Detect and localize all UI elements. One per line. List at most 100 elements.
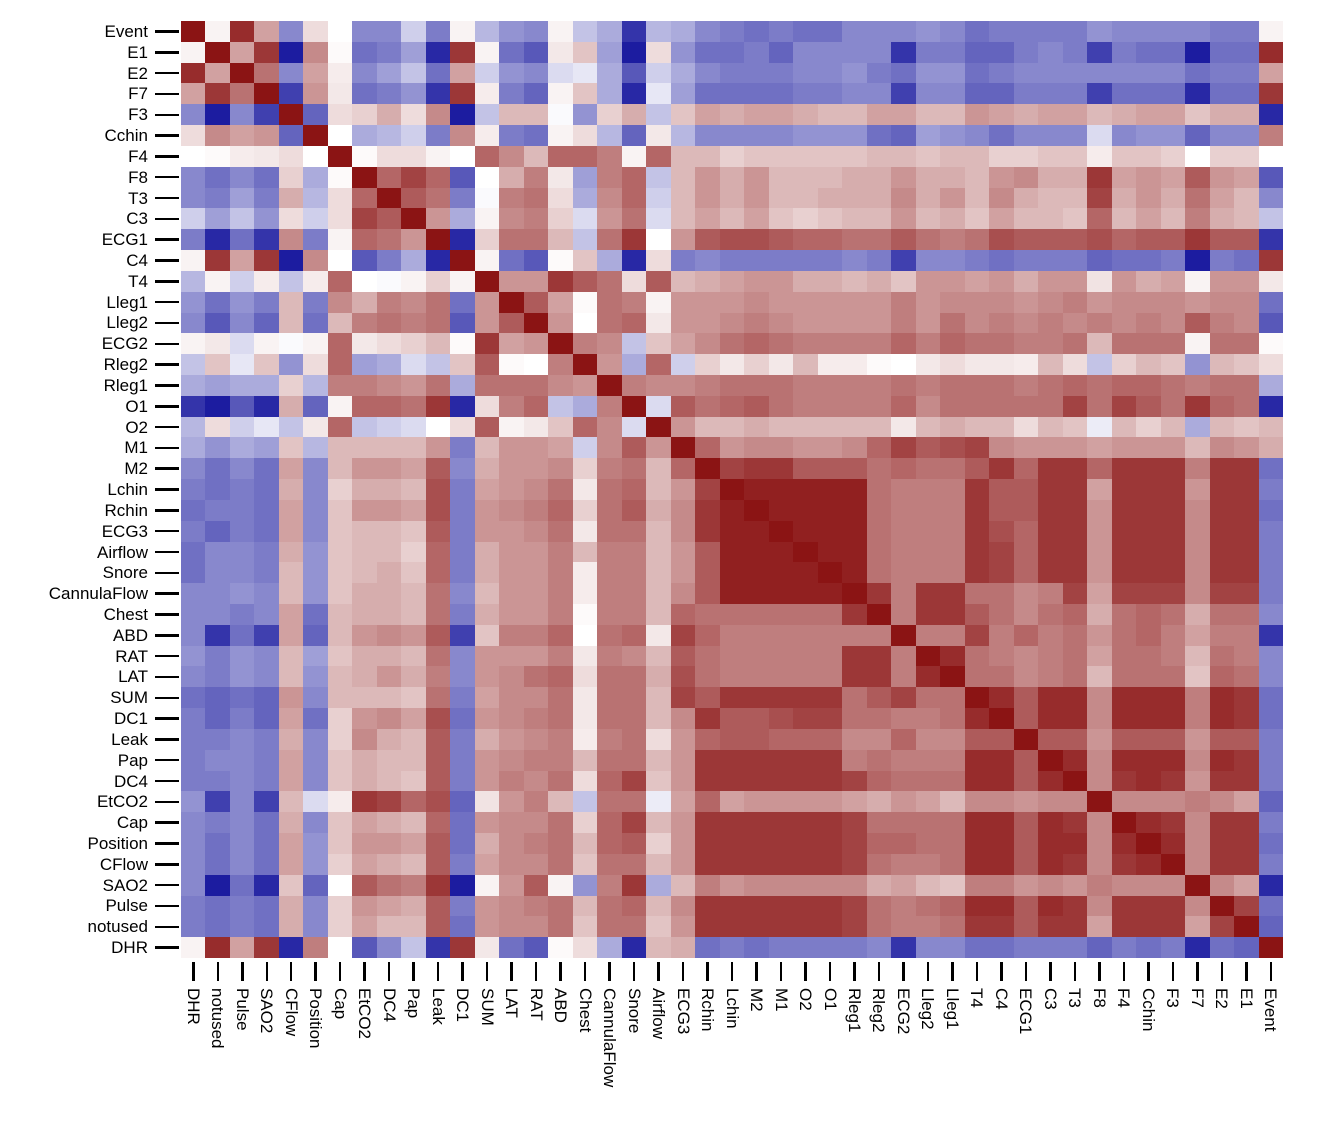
heatmap-cell — [499, 624, 524, 646]
y-tick — [155, 92, 179, 96]
heatmap-cell — [303, 541, 328, 563]
heatmap-cell — [964, 708, 990, 729]
heatmap-cell — [695, 645, 720, 667]
heatmap-cell — [1013, 479, 1039, 500]
heatmap-cell — [940, 41, 965, 63]
heatmap-cell — [572, 374, 598, 396]
heatmap-cell — [205, 833, 230, 854]
heatmap-cell — [1234, 666, 1259, 688]
heatmap-cell — [768, 937, 794, 958]
heatmap-cell — [915, 749, 941, 771]
heatmap-cell — [425, 520, 451, 542]
heatmap-cell — [1087, 895, 1112, 917]
heatmap-cell — [1258, 708, 1283, 729]
heatmap-cell — [1160, 395, 1186, 417]
heatmap-cell — [695, 312, 720, 334]
heatmap-cell — [401, 208, 426, 230]
heatmap-cell — [621, 250, 647, 271]
heatmap-cell — [793, 354, 818, 375]
heatmap-cell — [1111, 374, 1137, 396]
heatmap-cell — [572, 916, 598, 938]
heatmap-cell — [744, 437, 769, 459]
heatmap-cell — [499, 250, 524, 271]
heatmap-cell — [376, 749, 402, 771]
heatmap-cell — [1013, 437, 1039, 459]
heatmap-cell — [1013, 416, 1039, 438]
heatmap-cell — [523, 229, 549, 251]
heatmap-cell — [254, 895, 279, 917]
heatmap-cell — [719, 291, 745, 313]
heatmap-cell — [1136, 791, 1161, 813]
heatmap-cell — [278, 666, 304, 688]
heatmap-cell — [548, 895, 573, 917]
heatmap-cell — [254, 583, 279, 605]
heatmap-cell — [181, 395, 206, 417]
heatmap-cell — [646, 874, 671, 896]
heatmap-cell — [670, 166, 696, 188]
heatmap-cell — [229, 833, 255, 854]
heatmap-cell — [499, 312, 524, 334]
heatmap-cell — [450, 791, 475, 813]
heatmap-cell — [989, 624, 1014, 646]
x-axis-label: C4 — [991, 988, 1011, 1010]
heatmap-cell — [670, 437, 696, 459]
heatmap-cell — [401, 853, 426, 875]
heatmap-cell — [719, 583, 745, 605]
heatmap-cell — [229, 166, 255, 188]
heatmap-cell — [278, 104, 304, 126]
heatmap-cell — [376, 395, 402, 417]
heatmap-cell — [842, 749, 867, 771]
heatmap-cell — [695, 374, 720, 396]
heatmap-cell — [303, 166, 328, 188]
heatmap-cell — [474, 125, 500, 146]
heatmap-cell — [597, 291, 622, 313]
heatmap-cell — [499, 125, 524, 146]
heatmap-cell — [1087, 145, 1112, 167]
heatmap-cell — [964, 166, 990, 188]
heatmap-cell — [376, 104, 402, 126]
heatmap-cell — [254, 791, 279, 813]
heatmap-cell — [1062, 562, 1088, 584]
heatmap-cell — [572, 125, 598, 146]
heatmap-cell — [744, 937, 769, 958]
heatmap-cell — [793, 874, 818, 896]
x-tick — [1122, 962, 1126, 981]
y-tick — [155, 259, 179, 262]
heatmap-cell — [205, 479, 230, 500]
heatmap-cell — [1258, 291, 1283, 313]
heatmap-cell — [327, 354, 353, 375]
heatmap-cell — [278, 145, 304, 167]
heatmap-cell — [1258, 479, 1283, 500]
heatmap-cell — [205, 208, 230, 230]
heatmap-cell — [278, 708, 304, 729]
heatmap-cell — [866, 416, 892, 438]
heatmap-cell — [597, 416, 622, 438]
heatmap-cell — [793, 833, 818, 854]
heatmap-cell — [205, 291, 230, 313]
heatmap-cell — [352, 833, 377, 854]
heatmap-cell — [278, 770, 304, 792]
heatmap-cell — [523, 41, 549, 63]
heatmap-cell — [1062, 291, 1088, 313]
heatmap-cell — [744, 624, 769, 646]
heatmap-cell — [229, 354, 255, 375]
heatmap-cell — [1111, 708, 1137, 729]
heatmap-cell — [376, 499, 402, 521]
heatmap-cell — [597, 479, 622, 500]
heatmap-cell — [989, 145, 1014, 167]
heatmap-cell — [181, 895, 206, 917]
heatmap-cell — [352, 416, 377, 438]
heatmap-cell — [474, 21, 500, 42]
heatmap-cell — [719, 791, 745, 813]
heatmap-cell — [1185, 499, 1210, 521]
heatmap-cell — [866, 770, 892, 792]
heatmap-cell — [229, 479, 255, 500]
heatmap-cell — [181, 937, 206, 958]
heatmap-cell — [817, 374, 843, 396]
heatmap-cell — [597, 687, 622, 709]
heatmap-cell — [1136, 374, 1161, 396]
heatmap-cell — [401, 291, 426, 313]
heatmap-cell — [597, 62, 622, 84]
x-axis-label: ABD — [551, 988, 571, 1023]
heatmap-cell — [719, 541, 745, 563]
